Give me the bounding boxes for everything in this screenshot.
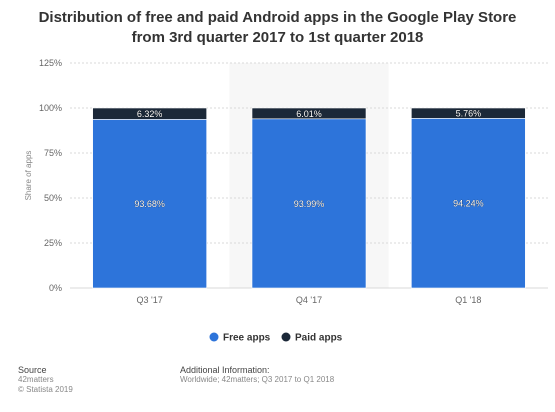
y-tick-label: 75% <box>44 148 62 158</box>
x-tick-label: Q3 '17 <box>137 295 163 305</box>
bar-free <box>411 118 526 289</box>
bar-paid <box>92 107 207 120</box>
legend-label: Paid apps <box>295 333 343 344</box>
x-tick-label: Q4 '17 <box>296 295 322 305</box>
data-label: 6.01% <box>296 109 322 119</box>
legend-marker-paid <box>281 332 291 342</box>
data-label: 93.99% <box>294 199 325 209</box>
info-heading: Additional Information: <box>180 365 270 375</box>
source-block: Source 42matters © Statista 2019 <box>18 365 73 395</box>
y-tick-label: 50% <box>44 193 62 203</box>
info-block: Additional Information: Worldwide; 42mat… <box>180 365 334 385</box>
data-label: 93.68% <box>134 199 165 209</box>
y-tick-label: 125% <box>39 58 62 68</box>
source-line-1: 42matters <box>18 375 54 384</box>
y-tick-label: 0% <box>49 283 62 293</box>
info-text: Worldwide; 42matters; Q3 2017 to Q1 2018 <box>180 375 335 384</box>
legend-label: Free apps <box>223 333 271 344</box>
y-tick-label: 25% <box>44 238 62 248</box>
chart-title-line-1: Distribution of free and paid Android ap… <box>38 9 517 26</box>
source-line-2: © Statista 2019 <box>18 385 73 394</box>
bar-free <box>251 118 367 289</box>
y-axis-label: Share of apps <box>24 151 33 201</box>
data-label: 94.24% <box>453 199 484 209</box>
y-tick-label: 100% <box>39 103 62 113</box>
data-label: 6.32% <box>137 109 163 119</box>
legend-marker-free <box>209 332 219 342</box>
x-tick-label: Q1 '18 <box>455 295 481 305</box>
data-label: 5.76% <box>456 109 482 119</box>
chart-title-line-2: from 3rd quarter 2017 to 1st quarter 201… <box>131 29 424 46</box>
bar-paid <box>251 107 367 120</box>
source-heading: Source <box>18 365 47 375</box>
bar-paid <box>411 107 526 119</box>
